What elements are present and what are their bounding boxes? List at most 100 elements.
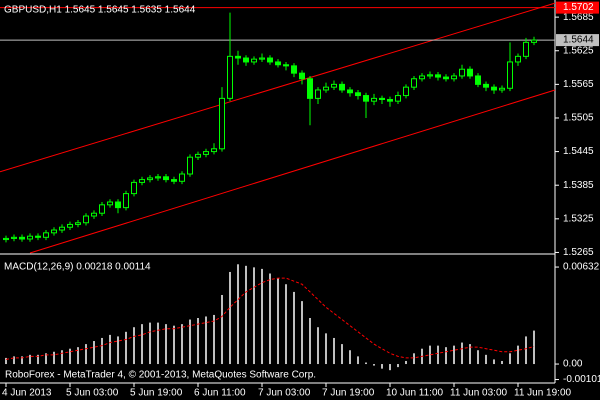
candle-body bbox=[379, 97, 385, 100]
candle-body bbox=[99, 204, 105, 214]
footer-annotation: RoboForex - MetaTrader 4, © 2001-2013, M… bbox=[5, 370, 316, 381]
candle-body bbox=[491, 86, 497, 91]
histogram-bar bbox=[29, 354, 31, 365]
histogram-bar bbox=[461, 342, 463, 365]
histogram-bar bbox=[477, 350, 479, 365]
histogram-bar bbox=[237, 264, 239, 365]
candle-body bbox=[299, 72, 305, 80]
candle-body bbox=[59, 226, 65, 231]
candle-body bbox=[291, 65, 297, 74]
histogram-bar bbox=[469, 344, 471, 365]
candle-body bbox=[227, 55, 233, 99]
x-tick-label: 7 Jun 19:00 bbox=[322, 388, 375, 399]
histogram-bar bbox=[141, 324, 143, 365]
candle-body bbox=[67, 223, 73, 228]
candle-body bbox=[259, 57, 265, 60]
candle-body bbox=[515, 55, 521, 63]
histogram-bar bbox=[213, 314, 215, 365]
histogram-bar bbox=[189, 319, 191, 365]
candle-body bbox=[155, 176, 161, 179]
candle-body bbox=[19, 236, 25, 240]
histogram-bar bbox=[205, 316, 207, 365]
candle-body bbox=[507, 61, 513, 89]
candle-body bbox=[251, 58, 257, 63]
candle-body bbox=[211, 148, 217, 153]
histogram-bar bbox=[85, 344, 87, 365]
candle-body bbox=[195, 153, 201, 158]
candle-body bbox=[115, 201, 121, 209]
candle-body bbox=[147, 177, 153, 181]
candle-body bbox=[363, 95, 369, 102]
candle-body bbox=[459, 68, 465, 77]
histogram-bar bbox=[509, 353, 511, 365]
candle-body bbox=[371, 97, 377, 102]
histogram-bar bbox=[45, 353, 47, 365]
x-tick-label: 11 Jun 03:00 bbox=[450, 388, 508, 399]
candle-body bbox=[107, 201, 113, 206]
histogram-bar bbox=[309, 318, 311, 365]
candle-body bbox=[403, 86, 409, 97]
y-tick-label: 1.5445 bbox=[563, 146, 594, 157]
histogram-bar bbox=[149, 322, 151, 365]
histogram-bar bbox=[493, 359, 495, 365]
candle-body bbox=[531, 39, 537, 43]
histogram-bar bbox=[517, 345, 519, 365]
histogram-bar bbox=[181, 324, 183, 365]
x-tick-label: 7 Jun 03:00 bbox=[258, 388, 311, 399]
candle-body bbox=[395, 95, 401, 102]
histogram-bar bbox=[101, 337, 103, 365]
candle-body bbox=[283, 64, 289, 67]
candle-body bbox=[27, 235, 33, 240]
x-tick-label: 10 Jun 11:00 bbox=[386, 388, 444, 399]
candle-body bbox=[467, 68, 473, 77]
histogram-bar bbox=[429, 345, 431, 365]
histogram-bar bbox=[77, 347, 79, 365]
candle-body bbox=[331, 83, 337, 88]
candle-body bbox=[91, 212, 97, 217]
trend-line bbox=[0, 2, 556, 173]
candle-body bbox=[75, 222, 81, 225]
candle-body bbox=[171, 179, 177, 182]
y-tick-label: 1.5505 bbox=[563, 113, 594, 124]
candle-body bbox=[83, 215, 89, 224]
candle-body bbox=[315, 89, 321, 99]
histogram-bar bbox=[357, 356, 359, 365]
candle-body bbox=[499, 87, 505, 91]
x-tick-label: 5 Jun 19:00 bbox=[130, 388, 183, 399]
candle-body bbox=[267, 57, 273, 63]
candle-body bbox=[179, 173, 185, 182]
price-label: 1.5702 bbox=[563, 2, 594, 13]
trend-line bbox=[29, 89, 556, 254]
candle-body bbox=[3, 237, 9, 241]
y-tick-label: 1.5265 bbox=[563, 247, 594, 258]
x-tick-label: 11 Jun 19:00 bbox=[514, 388, 572, 399]
histogram-bar bbox=[277, 278, 279, 365]
histogram-bar bbox=[165, 324, 167, 365]
chart-title: GBPUSD,H1 1.5645 1.5645 1.5635 1.5644 bbox=[4, 5, 196, 16]
histogram-bar bbox=[133, 327, 135, 365]
histogram-bar bbox=[301, 301, 303, 365]
histogram-bar bbox=[365, 362, 367, 365]
histogram-bar bbox=[61, 350, 63, 365]
histogram-bar bbox=[413, 353, 415, 365]
histogram-bar bbox=[349, 350, 351, 365]
histogram-bar bbox=[245, 265, 247, 365]
histogram-bar bbox=[173, 325, 175, 365]
y-tick-label: 1.5565 bbox=[563, 79, 594, 90]
histogram-bar bbox=[285, 284, 287, 365]
signal-line bbox=[5, 277, 535, 360]
candle-body bbox=[323, 86, 329, 91]
candle-body bbox=[419, 75, 425, 80]
histogram-bar bbox=[373, 364, 375, 366]
y-tick-label: 0.00 bbox=[563, 359, 583, 370]
y-tick-label: 1.5385 bbox=[563, 180, 594, 191]
price-label: 1.5644 bbox=[563, 35, 594, 46]
histogram-bar bbox=[21, 356, 23, 365]
y-tick-label: 0.00632 bbox=[563, 262, 600, 273]
indicator-title: MACD(12,26,9) 0.00218 0.00114 bbox=[4, 262, 151, 273]
y-tick-label: 1.5685 bbox=[563, 12, 594, 23]
histogram-bar bbox=[93, 341, 95, 365]
candle-body bbox=[11, 236, 17, 239]
